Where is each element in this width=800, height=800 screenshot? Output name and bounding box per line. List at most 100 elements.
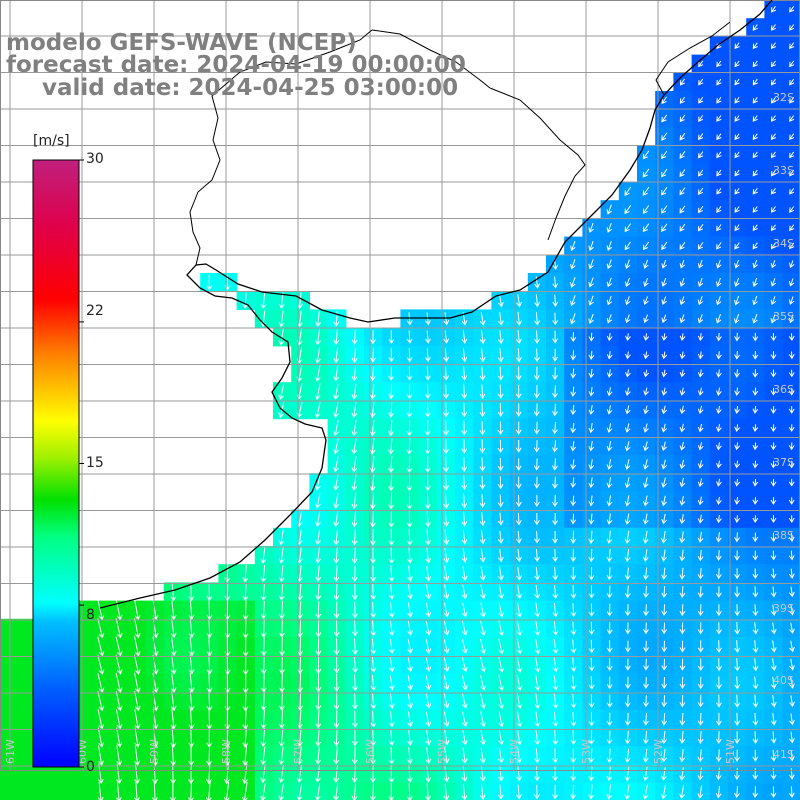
wind-arrow — [570, 766, 577, 782]
wind-arrow — [170, 727, 177, 748]
longitude-label: 61W — [4, 739, 17, 764]
wind-arrow — [534, 602, 541, 618]
wind-arrow — [552, 766, 559, 782]
wind-arrow — [770, 478, 777, 487]
wind-arrow — [479, 439, 486, 454]
wind-arrow — [752, 224, 758, 232]
wind-arrow — [552, 440, 558, 453]
wind-arrow — [679, 622, 686, 635]
field-cell — [36, 782, 56, 800]
wind-arrow — [314, 401, 321, 419]
wind-arrow — [552, 711, 559, 727]
wind-arrow — [642, 186, 650, 196]
wind-arrow — [734, 767, 740, 781]
wind-arrow — [116, 763, 122, 785]
wind-arrow — [115, 654, 123, 675]
wind-arrow — [624, 784, 631, 800]
wind-arrow — [333, 492, 339, 509]
wind-arrow — [480, 747, 486, 764]
wind-arrow — [752, 640, 759, 653]
wind-arrow — [370, 528, 376, 546]
wind-arrow — [570, 675, 577, 691]
wind-arrow — [624, 676, 631, 690]
wind-arrow — [734, 78, 740, 86]
wind-arrow — [716, 442, 722, 451]
wind-arrow — [588, 784, 595, 800]
wind-arrow — [624, 223, 632, 233]
wind-arrow — [206, 636, 213, 657]
wind-arrow — [533, 403, 540, 417]
wind-arrow — [224, 763, 230, 785]
wind-arrow — [333, 329, 340, 346]
wind-arrow — [278, 709, 285, 729]
wind-arrow — [788, 568, 795, 579]
field-cell — [54, 782, 74, 800]
wind-arrow — [642, 549, 649, 562]
wind-arrow — [697, 622, 704, 635]
wind-arrow — [734, 442, 741, 451]
wind-arrow — [115, 781, 122, 800]
wind-arrow — [461, 529, 468, 545]
wind-arrow — [425, 747, 432, 765]
wind-arrow — [606, 730, 613, 745]
wind-arrow — [333, 673, 340, 692]
wind-arrow — [534, 711, 541, 728]
wind-arrow — [752, 460, 759, 469]
wind-arrow — [170, 582, 177, 602]
wind-arrow — [333, 511, 340, 528]
wind-arrow — [570, 567, 577, 581]
wind-arrow — [770, 78, 777, 86]
wind-arrow — [552, 675, 559, 691]
wind-arrow — [606, 459, 613, 470]
wind-arrow — [260, 565, 267, 583]
wind-arrow — [789, 24, 795, 31]
wind-arrow — [351, 329, 358, 345]
wind-arrow — [625, 369, 631, 378]
wind-arrow — [369, 383, 376, 400]
wind-arrow — [242, 709, 249, 730]
wind-arrow — [260, 600, 267, 620]
wind-arrow — [715, 351, 722, 360]
wind-arrow — [715, 749, 722, 763]
wind-arrow — [770, 550, 777, 561]
wind-arrow — [643, 585, 649, 599]
wind-arrow — [679, 731, 686, 745]
wind-arrow — [369, 510, 376, 528]
wind-arrow — [752, 60, 758, 68]
wind-arrow — [533, 385, 540, 399]
wind-arrow — [242, 690, 249, 712]
field-cell — [0, 691, 19, 711]
wind-arrow — [789, 169, 795, 177]
wind-arrow — [333, 655, 340, 674]
wind-arrow — [716, 206, 722, 213]
wind-arrow — [498, 656, 505, 673]
wind-arrow — [624, 694, 631, 708]
wind-arrow — [624, 640, 631, 653]
wind-arrow — [789, 78, 795, 86]
wind-arrow — [515, 366, 522, 381]
wind-arrow — [679, 549, 686, 562]
wind-arrow — [752, 604, 759, 617]
wind-arrow — [770, 206, 777, 213]
wind-arrow — [734, 786, 740, 799]
wind-arrow — [424, 492, 431, 510]
wind-arrow — [698, 78, 704, 86]
wind-arrow — [642, 241, 650, 251]
wind-arrow — [497, 330, 504, 345]
wind-arrow — [333, 746, 340, 765]
wind-arrow — [770, 60, 777, 68]
wind-arrow — [388, 510, 395, 528]
wind-arrow — [679, 132, 686, 141]
wind-arrow — [642, 530, 649, 544]
wind-arrow — [715, 277, 722, 287]
wind-arrow — [679, 205, 686, 214]
wind-arrow — [516, 711, 523, 728]
wind-arrow — [588, 332, 595, 342]
wind-arrow — [734, 277, 740, 287]
wind-arrow — [134, 763, 141, 785]
wind-arrow — [752, 768, 759, 780]
wind-arrow — [661, 205, 668, 214]
wind-arrow — [752, 169, 758, 177]
wind-arrow — [480, 620, 486, 636]
wind-arrow — [752, 133, 758, 141]
